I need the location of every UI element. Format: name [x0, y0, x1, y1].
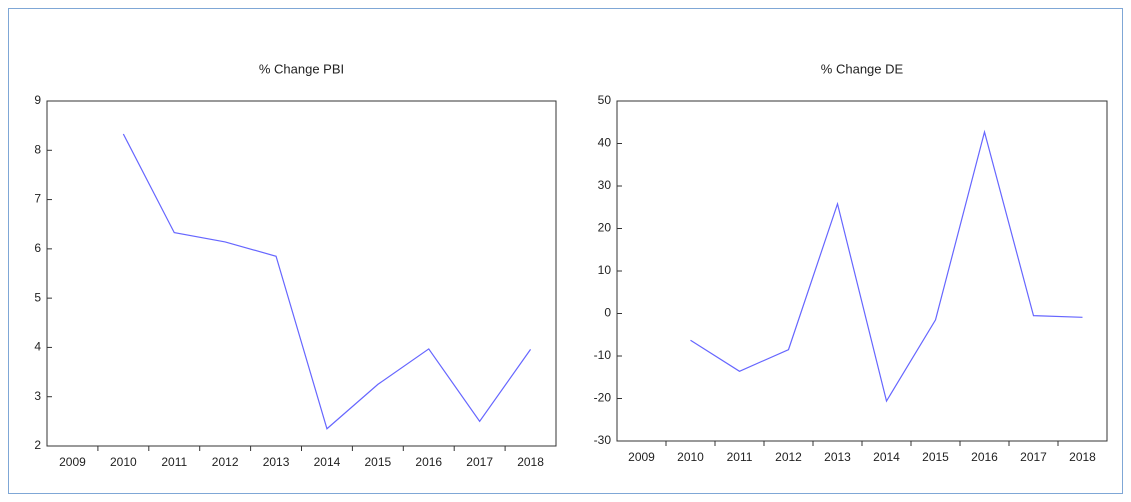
y-tick-label: 6: [34, 241, 41, 255]
x-tick-label: 2014: [314, 455, 341, 469]
data-line: [122, 133, 532, 430]
x-tick-label: 2015: [364, 455, 391, 469]
x-tick-label: 2009: [59, 455, 86, 469]
chart-title: % Change PBI: [259, 61, 344, 76]
y-tick-label: 2: [34, 438, 41, 452]
y-tick-label: 40: [598, 136, 612, 150]
x-tick-label: 2018: [1069, 450, 1096, 464]
y-tick-label: 10: [598, 263, 612, 277]
x-tick-label: 2011: [161, 455, 187, 469]
y-tick-label: 9: [34, 93, 41, 107]
x-tick-label: 2013: [824, 450, 851, 464]
x-tick-label: 2014: [873, 450, 900, 464]
y-tick-label: -30: [594, 433, 612, 447]
x-tick-label: 2016: [971, 450, 998, 464]
chart-title: % Change DE: [821, 61, 904, 76]
x-tick-label: 2010: [110, 455, 137, 469]
x-tick-label: 2009: [628, 450, 655, 464]
x-tick-label: 2017: [1020, 450, 1047, 464]
x-tick-label: 2010: [677, 450, 704, 464]
y-tick-label: 4: [34, 340, 41, 354]
x-tick-label: 2017: [466, 455, 493, 469]
x-tick-label: 2015: [922, 450, 949, 464]
y-tick-label: 5: [34, 290, 41, 304]
y-tick-label: 7: [34, 192, 41, 206]
y-tick-label: 8: [34, 142, 41, 156]
y-tick-label: -20: [594, 391, 612, 405]
y-tick-label: 3: [34, 389, 41, 403]
y-tick-label: 0: [604, 306, 611, 320]
data-line: [690, 129, 1083, 403]
y-tick-label: 30: [598, 178, 612, 192]
x-tick-label: 2011: [727, 450, 753, 464]
x-tick-label: 2013: [263, 455, 290, 469]
x-tick-label: 2016: [415, 455, 442, 469]
y-tick-label: 20: [598, 221, 612, 235]
x-tick-label: 2012: [775, 450, 802, 464]
y-tick-label: 50: [598, 93, 612, 107]
x-tick-label: 2018: [517, 455, 544, 469]
frame: [8, 8, 1123, 494]
y-tick-label: -10: [594, 348, 612, 362]
x-tick-label: 2012: [212, 455, 239, 469]
